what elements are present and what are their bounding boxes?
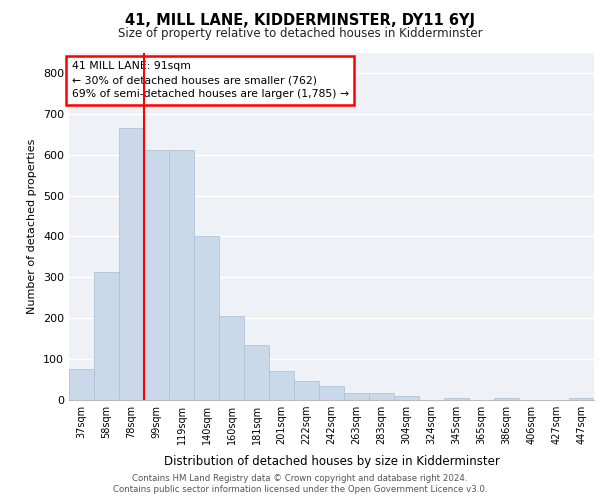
Bar bbox=[69, 370, 94, 400]
Bar bbox=[269, 372, 294, 400]
X-axis label: Distribution of detached houses by size in Kidderminster: Distribution of detached houses by size … bbox=[164, 456, 499, 468]
Bar bbox=[444, 398, 469, 400]
Bar bbox=[194, 236, 219, 400]
Bar bbox=[244, 345, 269, 400]
Bar bbox=[494, 398, 519, 400]
Bar bbox=[319, 386, 344, 400]
Bar bbox=[394, 396, 419, 400]
Bar bbox=[219, 316, 244, 400]
Bar bbox=[369, 392, 394, 400]
Bar bbox=[119, 128, 144, 400]
Bar bbox=[169, 150, 194, 400]
Bar bbox=[344, 392, 369, 400]
Bar bbox=[294, 381, 319, 400]
Bar bbox=[144, 150, 169, 400]
Text: 41 MILL LANE: 91sqm
← 30% of detached houses are smaller (762)
69% of semi-detac: 41 MILL LANE: 91sqm ← 30% of detached ho… bbox=[71, 61, 349, 99]
Bar bbox=[569, 398, 594, 400]
Y-axis label: Number of detached properties: Number of detached properties bbox=[28, 138, 37, 314]
Text: Contains HM Land Registry data © Crown copyright and database right 2024.
Contai: Contains HM Land Registry data © Crown c… bbox=[113, 474, 487, 494]
Text: 41, MILL LANE, KIDDERMINSTER, DY11 6YJ: 41, MILL LANE, KIDDERMINSTER, DY11 6YJ bbox=[125, 12, 475, 28]
Text: Size of property relative to detached houses in Kidderminster: Size of property relative to detached ho… bbox=[118, 28, 482, 40]
Bar bbox=[94, 272, 119, 400]
